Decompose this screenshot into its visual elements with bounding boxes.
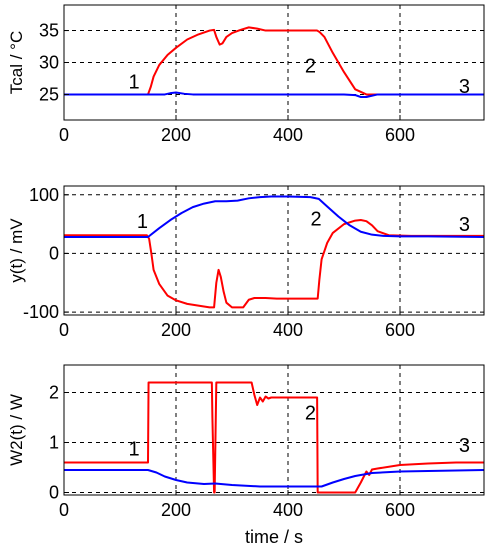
x-tick-label: 600 <box>385 500 415 520</box>
axes-frame <box>63 185 485 316</box>
x-axis-label: time / s <box>245 527 303 547</box>
y-axis-label: y(t) / mV <box>7 218 26 283</box>
y-tick-label: 100 <box>29 185 59 205</box>
x-tick-label: 200 <box>161 125 191 145</box>
series-line-blue <box>64 91 484 98</box>
chart-panel-3: 0 200 400 600 0 1 2 W2(t) / W time / s 1 2 3 <box>7 364 485 547</box>
x-tick-label: 400 <box>273 125 303 145</box>
y-tick-label: 30 <box>39 53 59 73</box>
x-tick-label: 0 <box>59 500 69 520</box>
x-tick-label: 200 <box>161 320 191 340</box>
annotation-label: 2 <box>305 403 316 425</box>
x-tick-label: 0 <box>59 320 69 340</box>
plot-area <box>64 186 484 315</box>
y-tick-label: 25 <box>39 84 59 104</box>
x-tick-label: 200 <box>161 500 191 520</box>
chart-panel-1: 0 200 400 600 25 30 35 Tcal / °C 1 2 3 <box>7 4 485 145</box>
annotation-label: 2 <box>310 208 321 230</box>
y-tick-label: 1 <box>49 433 59 453</box>
x-tick-label: 400 <box>273 500 303 520</box>
plot-area <box>64 365 484 495</box>
y-tick-label: 0 <box>49 243 59 263</box>
y-axis-label: W2(t) / W <box>7 394 26 466</box>
annotation-label: 2 <box>305 56 316 78</box>
series-line-blue <box>64 469 485 488</box>
series-line-red <box>64 219 484 309</box>
y-tick-label: 0 <box>49 483 59 503</box>
series-line-blue <box>64 195 485 239</box>
axes-frame <box>63 364 485 496</box>
y-axis-label: Tcal / °C <box>7 31 26 94</box>
annotation-label: 1 <box>137 211 148 233</box>
x-tick-label: 600 <box>385 320 415 340</box>
annotation-label: 3 <box>459 435 470 457</box>
annotation-label: 3 <box>459 214 470 236</box>
annotation-label: 1 <box>128 439 139 461</box>
x-tick-label: 400 <box>273 320 303 340</box>
y-tick-label: -100 <box>23 302 59 322</box>
series-line-red <box>64 381 484 494</box>
annotation-label: 3 <box>459 76 470 98</box>
annotation-label: 1 <box>128 72 139 94</box>
series-line-red <box>64 26 484 96</box>
x-tick-label: 600 <box>385 125 415 145</box>
y-tick-label: 2 <box>49 383 59 403</box>
x-tick-label: 0 <box>59 125 69 145</box>
y-tick-label: 35 <box>39 21 59 41</box>
